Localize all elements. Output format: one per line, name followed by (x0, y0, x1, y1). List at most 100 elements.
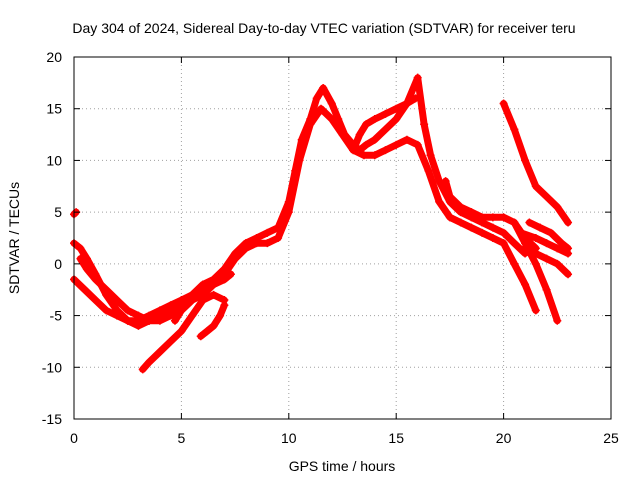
data-point (138, 365, 147, 374)
data-point (123, 316, 132, 325)
tick-labels: 0 5 10 15 20 25 -15 -10 -5 0 5 10 15 20 (42, 49, 619, 446)
series-track-13 (499, 99, 573, 227)
grid-lines (74, 57, 611, 419)
data-point (349, 146, 358, 155)
data-point (456, 218, 465, 227)
data-point (209, 280, 218, 289)
data-point (170, 316, 179, 325)
data-point (411, 94, 420, 103)
series-track-12 (521, 244, 573, 279)
data-point (155, 306, 164, 315)
data-point (76, 244, 85, 253)
data-point (553, 202, 562, 211)
data-point (362, 120, 371, 129)
data-point (420, 120, 429, 129)
data-point (553, 316, 562, 325)
data-point (231, 254, 240, 263)
series-line (500, 100, 572, 226)
data-point (76, 254, 85, 263)
data-point (188, 311, 197, 320)
y-tick-label: 15 (46, 101, 62, 117)
plot-frame (73, 56, 612, 420)
series-track-8 (349, 94, 420, 155)
data-point (177, 296, 186, 305)
data-point (145, 316, 154, 325)
data-point (510, 218, 519, 227)
data-point (123, 306, 132, 315)
data-point (216, 311, 225, 320)
x-tick-label: 5 (178, 430, 186, 446)
data-point (370, 135, 379, 144)
data-point (426, 151, 435, 160)
data-point (435, 197, 444, 206)
data-point (402, 135, 411, 144)
data-point (488, 234, 497, 242)
data-point (155, 347, 164, 356)
data-point (80, 285, 89, 294)
data-point (220, 301, 229, 310)
series-track-7 (196, 301, 229, 341)
data-point (499, 228, 508, 237)
data-series-layer (70, 73, 573, 374)
data-point (445, 213, 454, 222)
y-tick-label: 10 (46, 152, 62, 168)
data-point (488, 223, 497, 232)
data-point (166, 301, 175, 310)
data-point (91, 275, 100, 284)
data-point (564, 244, 573, 253)
data-point (478, 228, 487, 237)
data-point (542, 192, 551, 201)
y-tick-label: 5 (54, 204, 62, 220)
data-point (196, 332, 205, 341)
data-point (413, 73, 422, 82)
data-point (112, 311, 121, 320)
data-point (155, 316, 164, 325)
data-point (413, 140, 422, 149)
series-track-6 (170, 270, 235, 325)
data-point (295, 156, 304, 165)
data-point (521, 244, 530, 253)
data-point (499, 213, 508, 222)
data-point (467, 223, 476, 232)
y-tick-label: -5 (50, 308, 63, 324)
data-point (203, 327, 212, 336)
y-tick-label: 20 (46, 49, 62, 65)
y-axis-label: SDTVAR / TECUs (6, 182, 22, 294)
data-point (525, 218, 534, 227)
data-point (557, 239, 566, 248)
data-point (327, 99, 336, 108)
chart-title: Day 304 of 2024, Sidereal Day-to-day VTE… (72, 20, 575, 36)
data-point (488, 213, 497, 222)
data-point (370, 151, 379, 160)
data-point (362, 140, 371, 149)
x-tick-label: 10 (281, 430, 297, 446)
data-point (209, 321, 218, 330)
series-track-14 (525, 218, 573, 253)
data-point (355, 130, 364, 139)
data-point (284, 208, 293, 217)
data-point (546, 228, 555, 237)
data-point (134, 311, 143, 320)
data-point (564, 270, 573, 279)
data-point (209, 290, 218, 299)
series-line (70, 105, 540, 325)
data-point (467, 208, 476, 217)
data-point (252, 239, 261, 248)
data-point (542, 254, 551, 263)
data-point (441, 177, 450, 186)
data-point (392, 115, 401, 124)
data-point (220, 275, 229, 284)
data-point (536, 223, 545, 232)
data-point (82, 265, 91, 274)
data-point (521, 280, 530, 289)
data-point (338, 130, 347, 139)
data-point (542, 285, 551, 294)
data-point (381, 125, 390, 134)
data-point (327, 115, 336, 124)
data-point (198, 290, 207, 299)
data-point (145, 358, 154, 367)
data-point (263, 239, 272, 248)
data-point (516, 228, 525, 237)
x-tick-label: 15 (388, 430, 404, 446)
y-tick-label: -10 (42, 359, 62, 375)
